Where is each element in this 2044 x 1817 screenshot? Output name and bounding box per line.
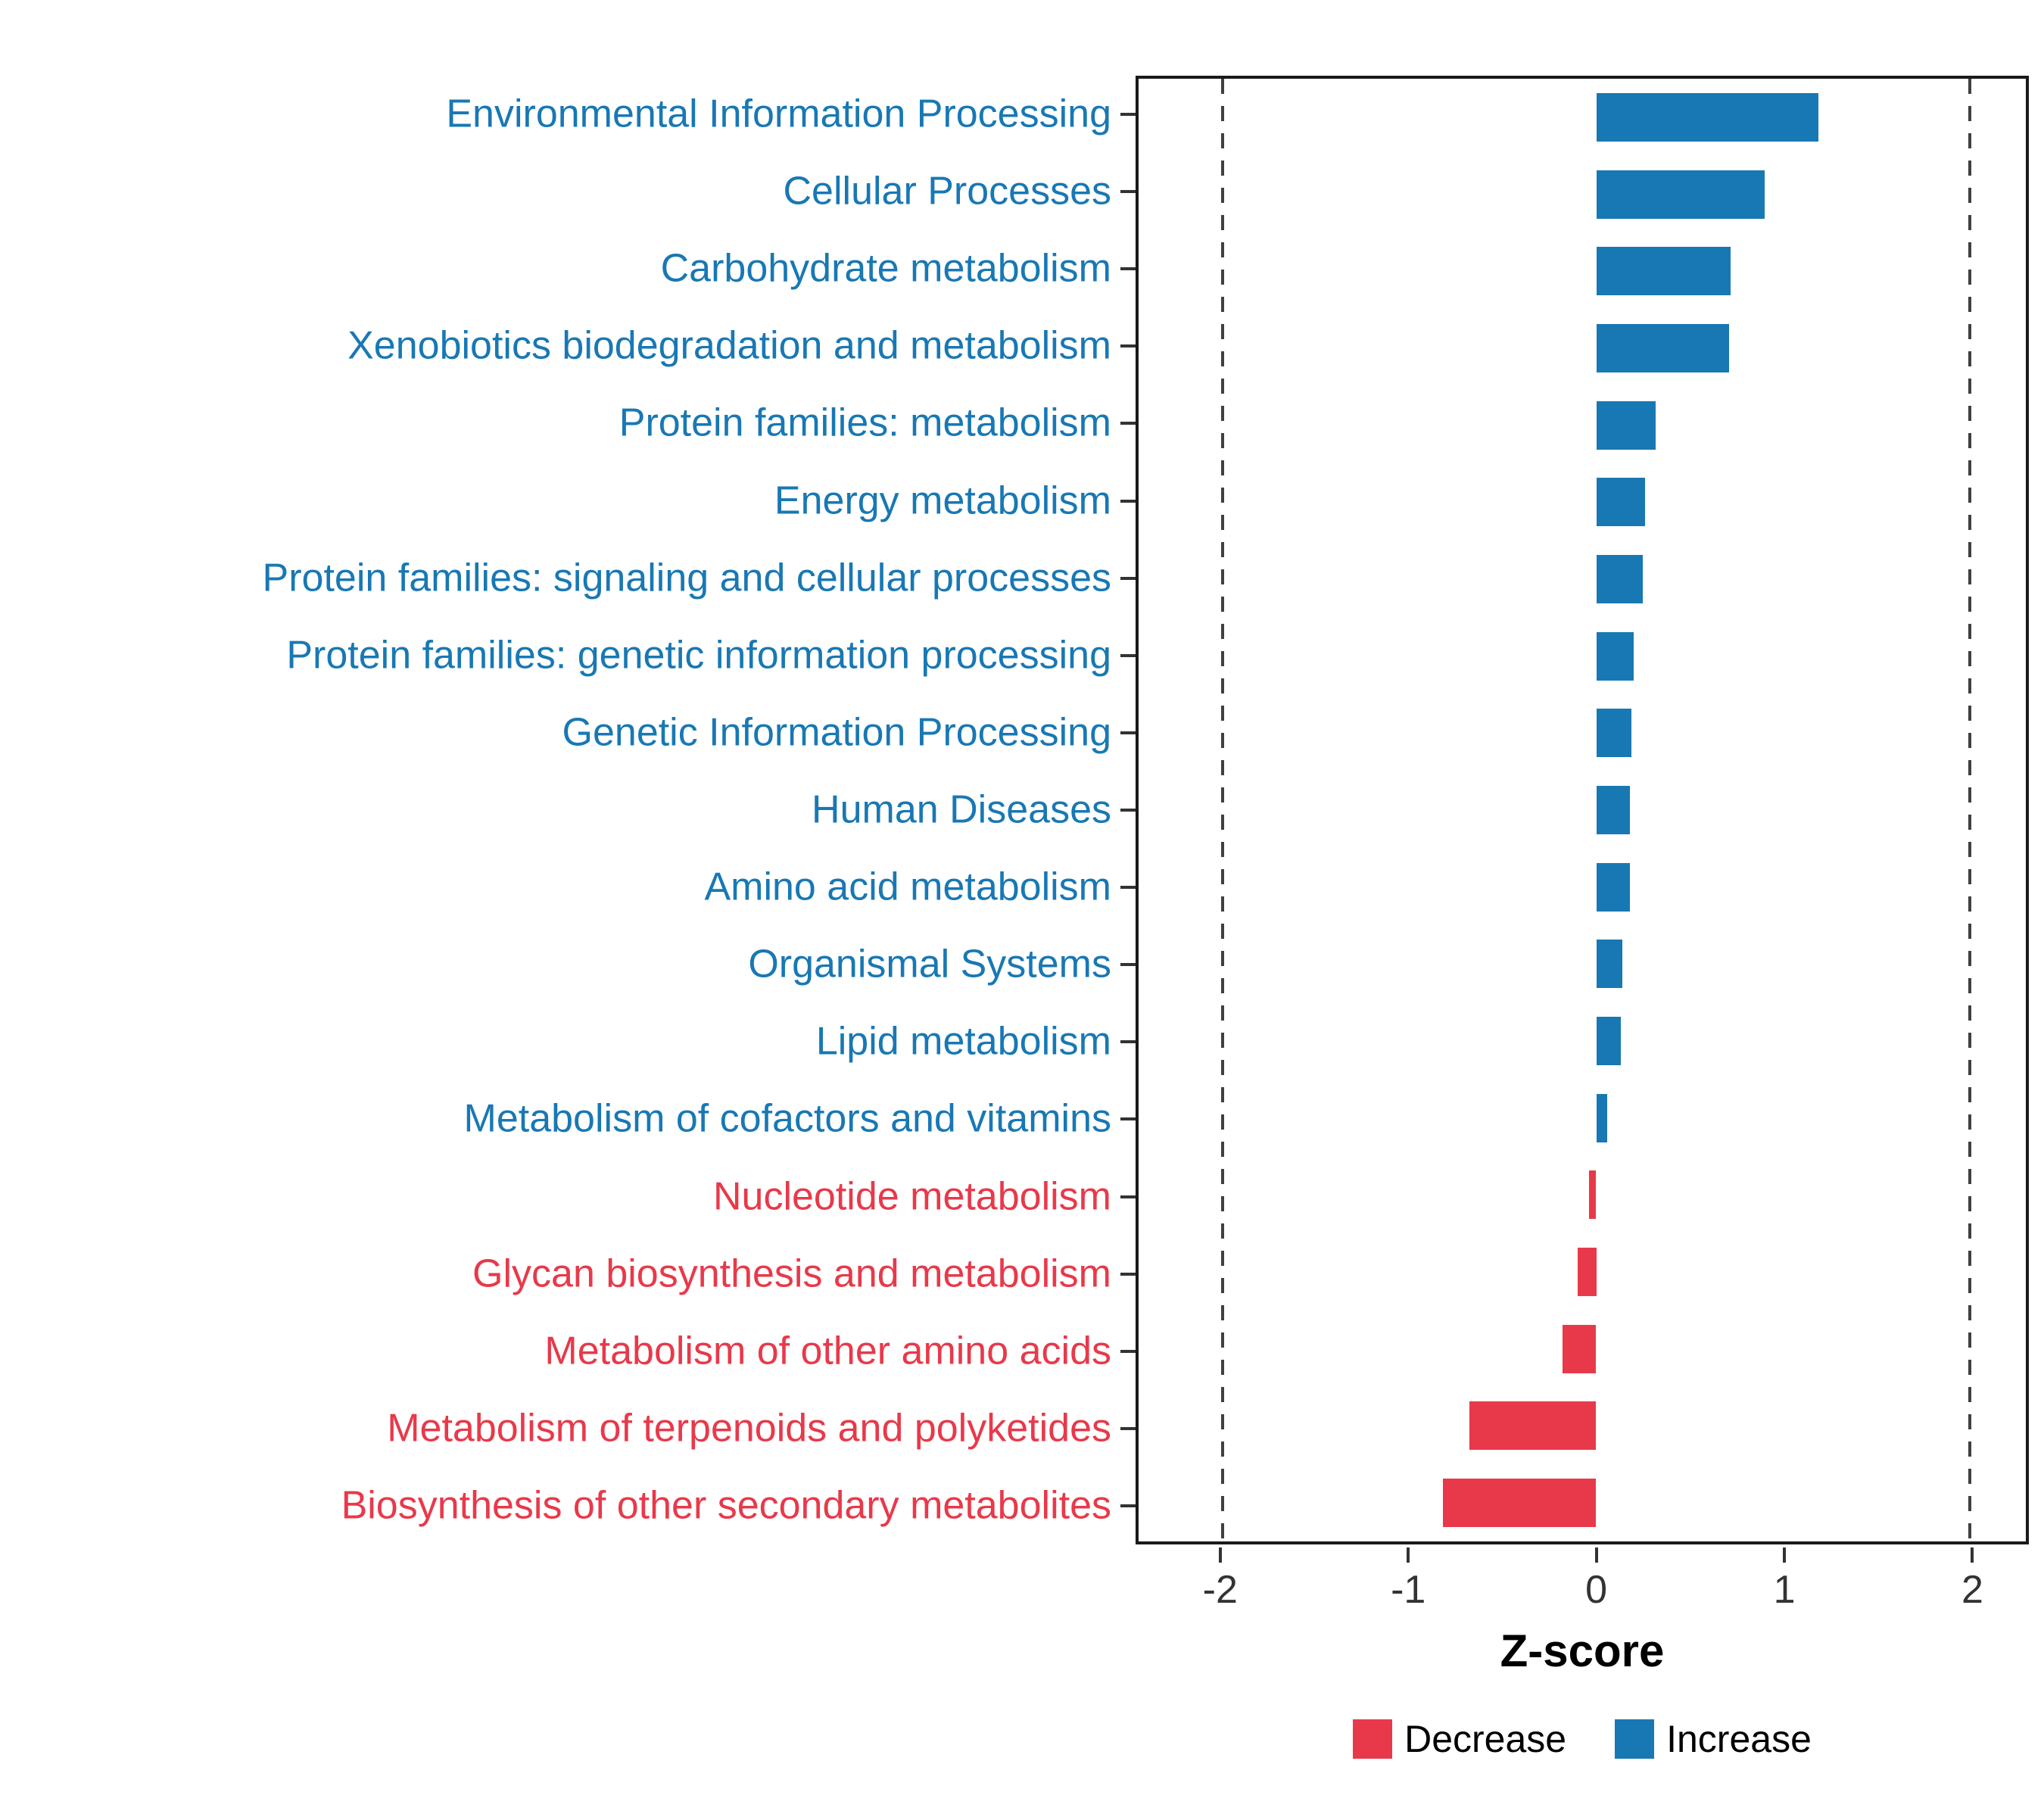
category-label: Xenobiotics biodegradation and metabolis… — [347, 323, 1111, 368]
y-tick-mark — [1120, 1195, 1136, 1198]
category-label: Biosynthesis of other secondary metaboli… — [341, 1483, 1111, 1528]
category-label: Carbohydrate metabolism — [660, 246, 1111, 291]
category-label: Metabolism of other amino acids — [544, 1329, 1111, 1373]
x-tick-mark — [1783, 1547, 1787, 1563]
decrease-swatch — [1353, 1719, 1393, 1759]
x-tick-label: 0 — [1585, 1568, 1608, 1612]
y-tick-mark — [1120, 731, 1136, 734]
bar — [1588, 1170, 1597, 1220]
category-label: Organismal Systems — [748, 942, 1111, 986]
y-tick-mark — [1120, 963, 1136, 967]
category-label: Cellular Processes — [783, 169, 1112, 213]
category-label: Environmental Information Processing — [446, 92, 1111, 136]
y-tick-mark — [1120, 809, 1136, 812]
bar — [1577, 1248, 1597, 1297]
x-tick-mark — [1407, 1547, 1410, 1563]
bar — [1596, 940, 1623, 989]
bar — [1596, 554, 1644, 603]
y-tick-mark — [1120, 1272, 1136, 1276]
x-tick-mark — [1971, 1547, 1974, 1563]
x-tick-mark — [1218, 1547, 1222, 1563]
category-label: Metabolism of terpenoids and polyketides — [387, 1406, 1111, 1451]
category-label: Energy metabolism — [774, 478, 1111, 522]
x-tick-mark — [1594, 1547, 1598, 1563]
bar — [1443, 1479, 1597, 1528]
bar — [1563, 1324, 1597, 1373]
y-tick-mark — [1120, 1117, 1136, 1121]
category-label: Protein families: signaling and cellular… — [262, 556, 1111, 600]
y-axis-ticks — [1120, 76, 1136, 1544]
bar — [1596, 709, 1632, 758]
y-tick-mark — [1120, 576, 1136, 580]
legend-label-decrease: Decrease — [1404, 1718, 1567, 1760]
y-tick-mark — [1120, 1504, 1136, 1507]
bar — [1596, 862, 1630, 912]
y-tick-mark — [1120, 344, 1136, 348]
bar — [1596, 247, 1731, 296]
legend-label-increase: Increase — [1666, 1718, 1812, 1760]
y-tick-mark — [1120, 190, 1136, 194]
legend: Decrease Increase — [1136, 1717, 2029, 1761]
reference-line — [1968, 79, 1971, 1541]
category-label: Genetic Information Processing — [562, 710, 1111, 755]
plot-panel — [1136, 76, 2029, 1544]
bar — [1596, 786, 1630, 834]
bar — [1469, 1401, 1597, 1451]
bar — [1596, 400, 1656, 450]
bar — [1596, 478, 1645, 527]
y-tick-mark — [1120, 653, 1136, 657]
x-tick-label: -2 — [1202, 1568, 1238, 1612]
legend-item-decrease: Decrease — [1353, 1717, 1566, 1761]
bar — [1596, 1017, 1621, 1066]
y-tick-mark — [1120, 1040, 1136, 1044]
category-label: Lipid metabolism — [815, 1019, 1111, 1064]
bar — [1596, 92, 1819, 142]
y-tick-mark — [1120, 267, 1136, 271]
bar — [1596, 631, 1634, 681]
category-label: Protein families: genetic information pr… — [286, 633, 1111, 678]
bar — [1596, 1093, 1608, 1142]
y-tick-mark — [1120, 113, 1136, 117]
category-label: Human Diseases — [812, 787, 1111, 832]
x-tick-label: -1 — [1391, 1568, 1426, 1612]
x-axis-tick-labels: -2 -1 0 1 2 — [1136, 1567, 2029, 1616]
x-tick-label: 2 — [1961, 1568, 1983, 1612]
bar — [1596, 170, 1765, 219]
increase-swatch — [1615, 1719, 1655, 1759]
y-tick-mark — [1120, 1349, 1136, 1353]
bar — [1596, 323, 1729, 372]
x-axis-title: Z-score — [1500, 1625, 1665, 1676]
reference-line — [1221, 79, 1225, 1541]
y-axis-category-labels: Environmental Information Processing Cell… — [0, 76, 1111, 1544]
category-label: Metabolism of cofactors and vitamins — [463, 1096, 1111, 1141]
x-tick-label: 1 — [1773, 1568, 1796, 1612]
x-axis-ticks — [1136, 1547, 2029, 1563]
y-tick-mark — [1120, 499, 1136, 503]
y-tick-mark — [1120, 886, 1136, 890]
category-label: Protein families: metabolism — [618, 400, 1111, 445]
y-tick-mark — [1120, 422, 1136, 425]
legend-item-increase: Increase — [1615, 1717, 1812, 1761]
category-label: Glycan biosynthesis and metabolism — [472, 1251, 1111, 1296]
category-label: Amino acid metabolism — [704, 865, 1111, 909]
category-label: Nucleotide metabolism — [712, 1173, 1111, 1218]
y-tick-mark — [1120, 1426, 1136, 1430]
